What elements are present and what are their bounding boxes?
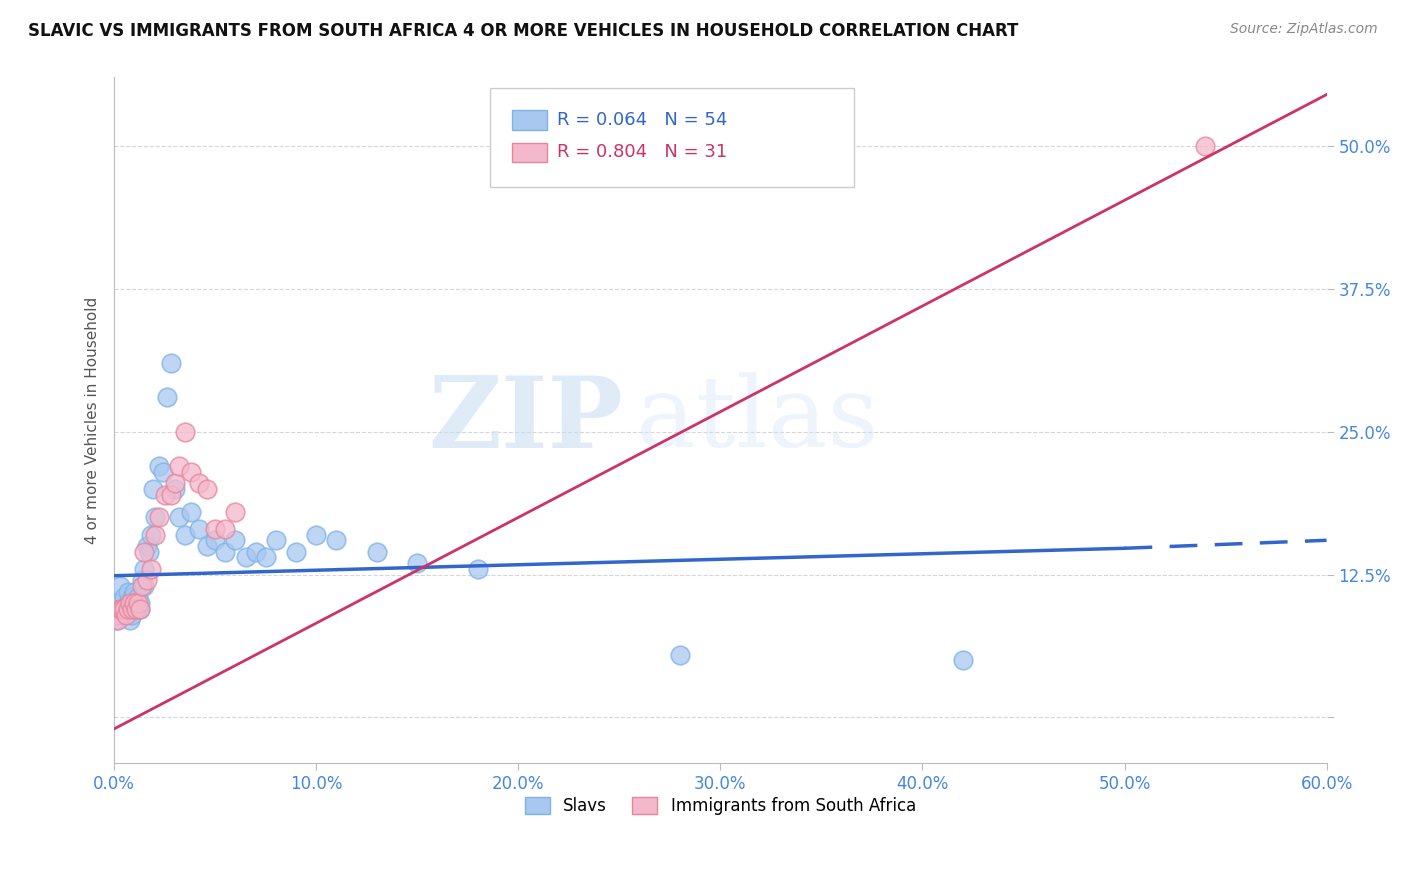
Point — [134, 562, 156, 576]
Legend: Slavs, Immigrants from South Africa: Slavs, Immigrants from South Africa — [516, 789, 924, 823]
Point — [188, 522, 211, 536]
Point — [156, 391, 179, 405]
Point — [124, 596, 146, 610]
Point — [134, 545, 156, 559]
Point — [224, 505, 246, 519]
Point — [163, 482, 186, 496]
Point — [111, 602, 134, 616]
Point — [125, 602, 148, 616]
Point — [143, 527, 166, 541]
Point — [120, 596, 142, 610]
Point — [152, 465, 174, 479]
FancyBboxPatch shape — [491, 87, 853, 187]
Point — [235, 550, 257, 565]
Point — [195, 482, 218, 496]
Point — [167, 458, 190, 473]
Y-axis label: 4 or more Vehicles in Household: 4 or more Vehicles in Household — [86, 297, 100, 544]
Point — [952, 653, 974, 667]
Text: R = 0.804   N = 31: R = 0.804 N = 31 — [557, 144, 727, 161]
Point — [135, 539, 157, 553]
Point — [148, 510, 170, 524]
Point — [204, 533, 226, 548]
Point — [138, 545, 160, 559]
Point — [214, 545, 236, 559]
Point — [142, 482, 165, 496]
Point — [305, 527, 328, 541]
Point — [124, 602, 146, 616]
Point — [110, 596, 132, 610]
Point — [121, 602, 143, 616]
Point — [163, 476, 186, 491]
Point — [117, 596, 139, 610]
Point — [115, 602, 138, 616]
Point — [111, 607, 134, 622]
Point — [121, 591, 143, 605]
Point — [174, 527, 197, 541]
Text: SLAVIC VS IMMIGRANTS FROM SOUTH AFRICA 4 OR MORE VEHICLES IN HOUSEHOLD CORRELATI: SLAVIC VS IMMIGRANTS FROM SOUTH AFRICA 4… — [28, 22, 1018, 40]
Point — [204, 522, 226, 536]
FancyBboxPatch shape — [512, 111, 547, 130]
Point — [139, 562, 162, 576]
Point — [112, 602, 135, 616]
Point — [134, 579, 156, 593]
Point — [224, 533, 246, 548]
Point — [180, 505, 202, 519]
Point — [131, 574, 153, 588]
FancyBboxPatch shape — [512, 143, 547, 162]
Text: ZIP: ZIP — [429, 372, 623, 469]
Point — [129, 596, 152, 610]
Point — [669, 648, 692, 662]
Point — [285, 545, 308, 559]
Text: R = 0.064   N = 54: R = 0.064 N = 54 — [557, 111, 727, 129]
Point — [153, 487, 176, 501]
Point — [159, 356, 181, 370]
Point — [188, 476, 211, 491]
Point — [110, 579, 132, 593]
Point — [105, 613, 128, 627]
Point — [107, 602, 129, 616]
Text: Source: ZipAtlas.com: Source: ZipAtlas.com — [1230, 22, 1378, 37]
Point — [159, 487, 181, 501]
Point — [127, 596, 149, 610]
Point — [105, 607, 128, 622]
Point — [120, 596, 142, 610]
Point — [264, 533, 287, 548]
Point — [131, 579, 153, 593]
Point — [112, 602, 135, 616]
Point — [124, 584, 146, 599]
Point — [120, 613, 142, 627]
Point — [125, 596, 148, 610]
Point — [180, 465, 202, 479]
Point — [135, 574, 157, 588]
Point — [148, 458, 170, 473]
Point — [245, 545, 267, 559]
Point — [127, 591, 149, 605]
Point — [167, 510, 190, 524]
Point — [143, 510, 166, 524]
Point — [325, 533, 347, 548]
Point — [366, 545, 388, 559]
Point — [174, 425, 197, 439]
Point — [110, 602, 132, 616]
Point — [406, 556, 429, 570]
Point — [254, 550, 277, 565]
Point — [107, 613, 129, 627]
Point — [1194, 139, 1216, 153]
Point — [129, 602, 152, 616]
Point — [112, 591, 135, 605]
Point — [129, 602, 152, 616]
Point — [117, 602, 139, 616]
Point — [195, 539, 218, 553]
Point — [127, 602, 149, 616]
Point — [467, 562, 489, 576]
Point — [121, 607, 143, 622]
Point — [139, 527, 162, 541]
Text: atlas: atlas — [636, 372, 879, 468]
Point — [117, 584, 139, 599]
Point — [214, 522, 236, 536]
Point — [115, 607, 138, 622]
